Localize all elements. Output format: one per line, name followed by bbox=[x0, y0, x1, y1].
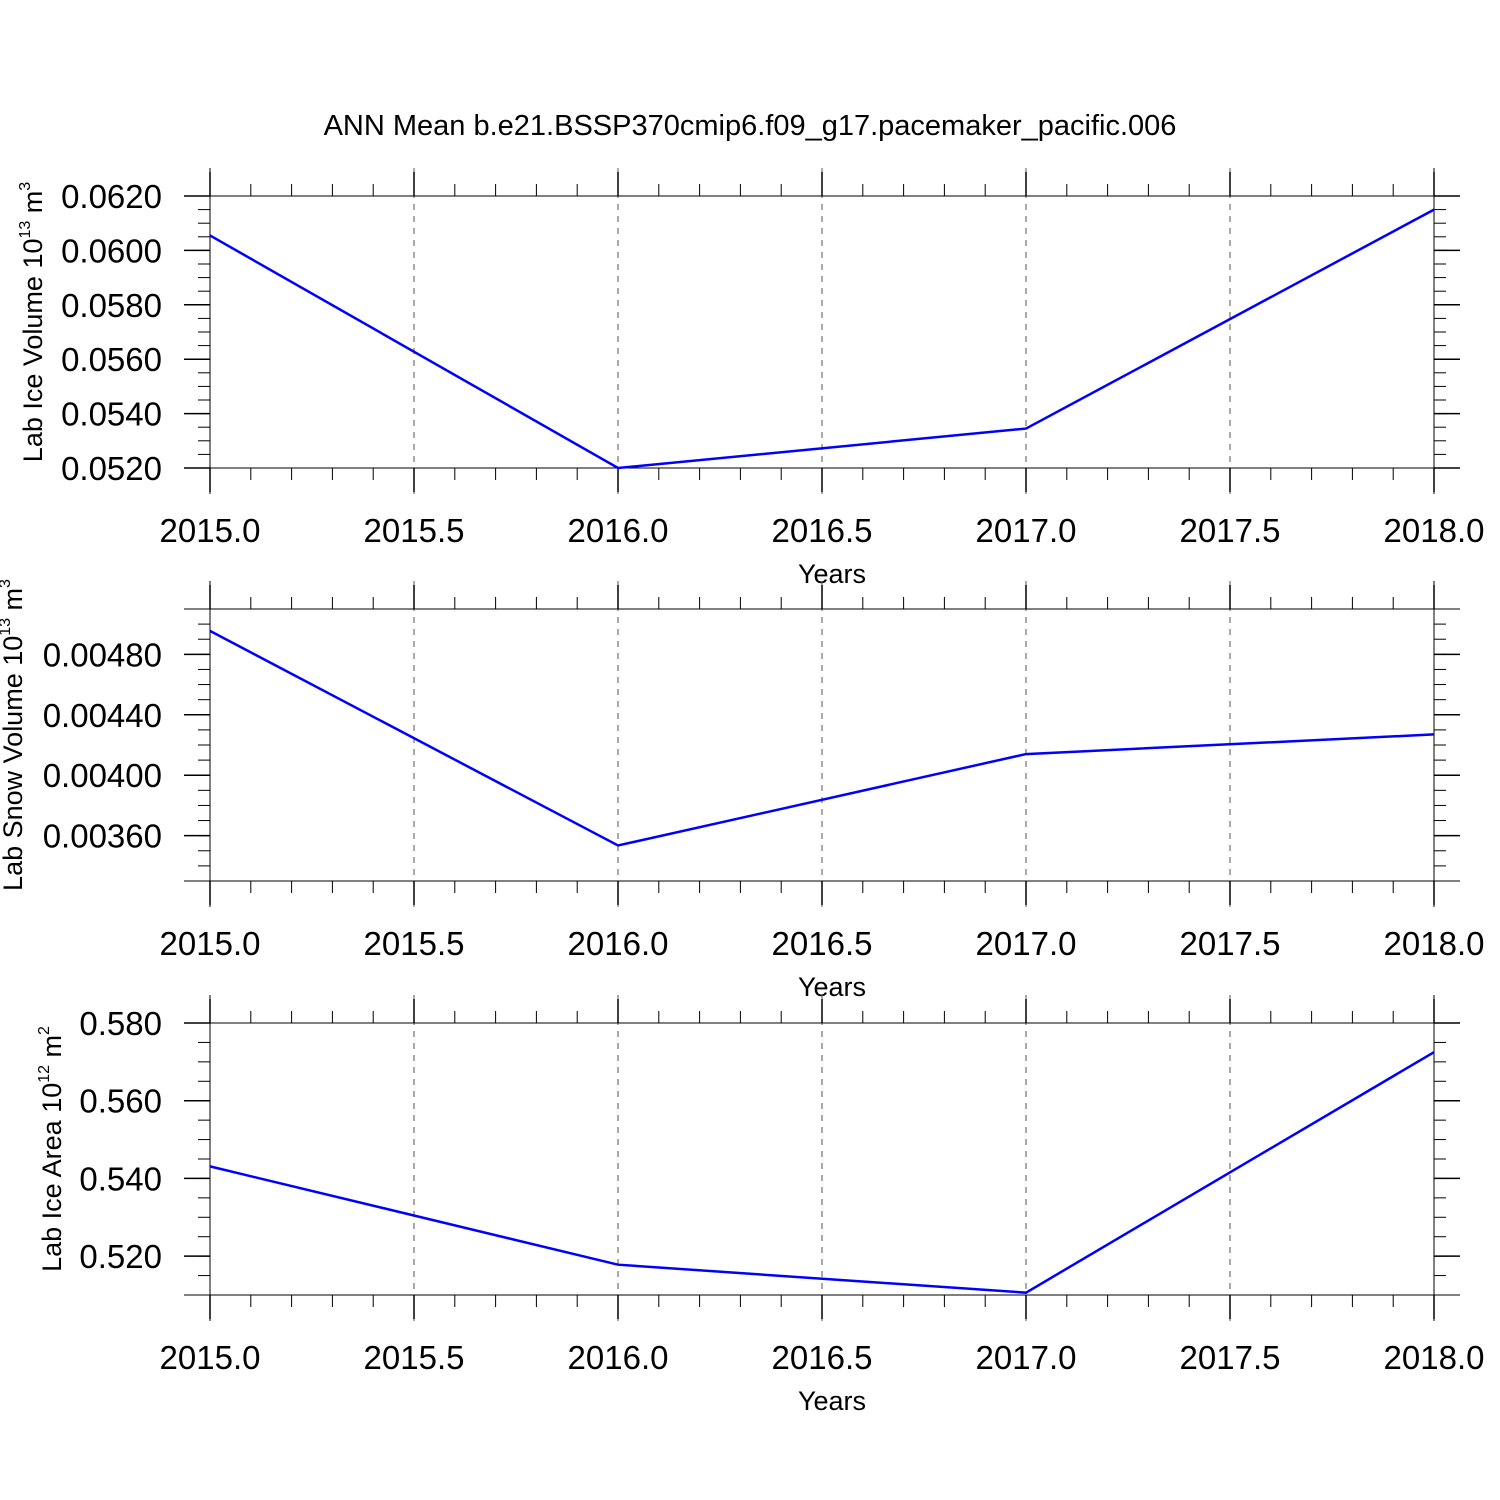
chart-panel-3: 2015.0 2015.5 2016.0 2016.5 2017.0 2017.5 2018… bbox=[36, 995, 1484, 1416]
data-series-line bbox=[209, 208, 1435, 470]
y-axis-title: Lab Snow Volume 1013 m3 bbox=[0, 579, 28, 891]
x-tick-label: 2015.0 bbox=[160, 925, 261, 962]
y-tick-label: 0.560 bbox=[79, 1083, 162, 1120]
y-tick-label: 0.520 bbox=[79, 1238, 162, 1275]
x-tick-label: 2018.0 bbox=[1384, 925, 1485, 962]
x-tick-label: 2015.5 bbox=[364, 512, 465, 549]
y-axis-title-superscript: 13 bbox=[0, 618, 14, 636]
x-tick-label: 2018.0 bbox=[1384, 512, 1485, 549]
x-tick-label: 2016.0 bbox=[568, 925, 669, 962]
y-axis-title: Lab Ice Area 1012 m2 bbox=[36, 1026, 67, 1272]
x-axis-title: Years bbox=[798, 559, 866, 589]
x-tick-label: 2017.0 bbox=[976, 512, 1077, 549]
x-axis-title: Years bbox=[798, 1386, 866, 1416]
y-axis-title: Lab Ice Volume 1013 m3 bbox=[17, 182, 48, 462]
x-tick-label: 2017.0 bbox=[976, 925, 1077, 962]
x-tick-label: 2016.0 bbox=[568, 512, 669, 549]
y-tick-label: 0.00360 bbox=[43, 818, 162, 855]
y-tick-label: 0.540 bbox=[79, 1160, 162, 1197]
x-tick-label: 2017.0 bbox=[976, 1339, 1077, 1376]
x-tick-label: 2015.0 bbox=[160, 1339, 261, 1376]
y-tick-label: 0.0540 bbox=[61, 396, 162, 433]
x-tick-label: 2015.5 bbox=[364, 1339, 465, 1376]
x-tick-label: 2017.5 bbox=[1180, 512, 1281, 549]
x-tick-label: 2016.5 bbox=[772, 512, 873, 549]
data-series-line bbox=[209, 629, 1435, 847]
x-tick-label: 2016.5 bbox=[772, 1339, 873, 1376]
panels: 2015.0 2015.5 2016.0 2016.5 2017.0 2017.5 2018… bbox=[0, 168, 1484, 1416]
y-axis-title-superscript: 2 bbox=[36, 1026, 53, 1035]
x-tick-label: 2016.5 bbox=[772, 925, 873, 962]
y-axis-title-superscript: 3 bbox=[0, 579, 14, 588]
y-axis-title-superscript: 12 bbox=[36, 1065, 53, 1083]
y-tick-label: 0.0520 bbox=[61, 450, 162, 487]
x-tick-label: 2015.0 bbox=[160, 512, 261, 549]
y-axis-title-part: Lab Ice Area 10 bbox=[37, 1083, 67, 1272]
y-axis-title-part: m bbox=[0, 588, 28, 618]
figure-title: ANN Mean b.e21.BSSP370cmip6.f09_g17.pace… bbox=[324, 110, 1177, 142]
x-tick-label: 2018.0 bbox=[1384, 1339, 1485, 1376]
chart-panel-1: 2015.0 2015.5 2016.0 2016.5 2017.0 2017.5 2018… bbox=[17, 168, 1484, 589]
x-tick-label: 2015.5 bbox=[364, 925, 465, 962]
y-tick-label: 0.00480 bbox=[43, 636, 162, 673]
y-tick-label: 0.580 bbox=[79, 1005, 162, 1042]
y-axis-title-part: m bbox=[18, 191, 48, 221]
y-tick-label: 0.00440 bbox=[43, 697, 162, 734]
x-tick-label: 2017.5 bbox=[1180, 925, 1281, 962]
y-tick-label: 0.0620 bbox=[61, 178, 162, 215]
chart-panel-2: 2015.0 2015.5 2016.0 2016.5 2017.0 2017.5 2018… bbox=[0, 579, 1484, 1002]
y-tick-label: 0.0600 bbox=[61, 232, 162, 269]
data-series-line bbox=[209, 1051, 1435, 1294]
y-tick-label: 0.00400 bbox=[43, 757, 162, 794]
y-axis-title-superscript: 13 bbox=[17, 221, 34, 239]
x-tick-label: 2016.0 bbox=[568, 1339, 669, 1376]
y-tick-label: 0.0560 bbox=[61, 341, 162, 378]
y-axis-title-superscript: 3 bbox=[17, 182, 34, 191]
y-axis-title-part: m bbox=[37, 1035, 67, 1065]
x-tick-label: 2017.5 bbox=[1180, 1339, 1281, 1376]
y-axis-title-part: Lab Snow Volume 10 bbox=[0, 636, 28, 891]
y-axis-title-part: Lab Ice Volume 10 bbox=[18, 239, 48, 463]
y-tick-label: 0.0580 bbox=[61, 287, 162, 324]
x-axis-title: Years bbox=[798, 972, 866, 1002]
